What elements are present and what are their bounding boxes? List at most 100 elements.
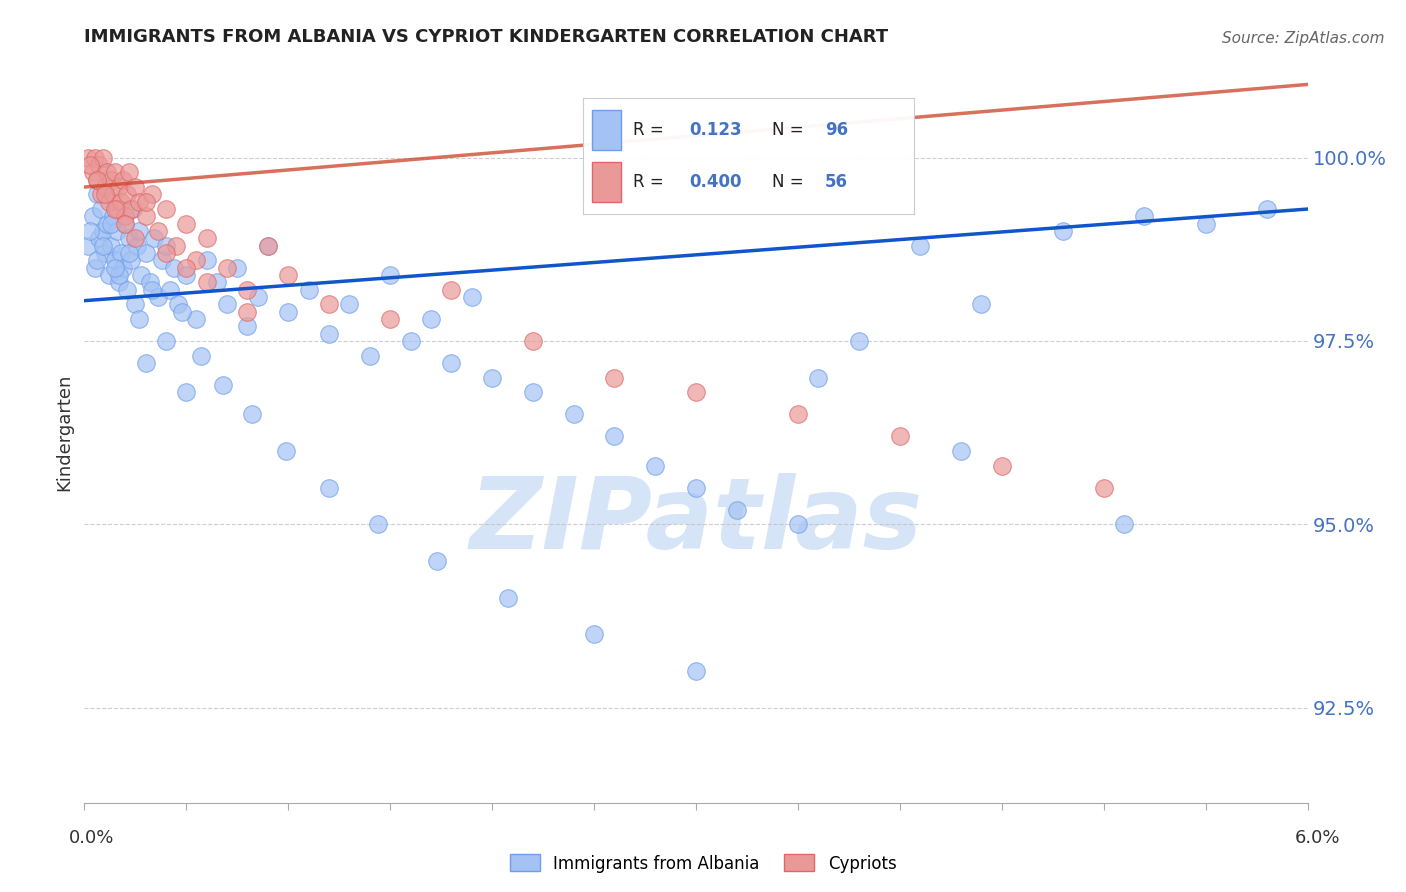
Point [101,210,124,224]
Point [93,187,115,202]
Point [110,194,132,209]
Point [108,180,131,194]
Point [603,429,626,443]
Point [86,187,108,202]
Point [128,224,150,238]
Point [583,627,606,641]
Point [131,268,153,282]
Point [105,202,128,216]
Point [399,334,422,348]
Text: 6.0%: 6.0% [1295,829,1340,847]
Point [644,458,666,473]
Text: ZIPatlas: ZIPatlas [470,473,922,570]
Point [142,231,165,245]
Point [104,165,127,179]
Point [101,187,124,202]
Point [236,319,259,334]
Text: IMMIGRANTS FROM ALBANIA VS CYPRIOT KINDERGARTEN CORRELATION CHART: IMMIGRANTS FROM ALBANIA VS CYPRIOT KINDE… [84,28,889,45]
Point [236,283,259,297]
Point [135,356,157,370]
Point [562,407,585,421]
Point [90,187,112,202]
Text: 0.400: 0.400 [689,173,742,191]
Point [115,283,138,297]
Point [96,165,118,179]
Point [128,194,150,209]
Text: 0.123: 0.123 [689,121,742,139]
Point [725,502,748,516]
Point [991,458,1014,473]
Point [108,276,131,290]
Point [257,238,280,252]
Point [104,202,127,216]
Point [83,260,105,275]
Point [87,231,110,245]
Point [155,246,177,260]
Point [318,326,340,341]
Point [367,517,389,532]
Point [685,385,707,400]
Point [1256,202,1278,216]
Point [205,276,228,290]
Point [135,246,157,260]
Point [217,297,239,311]
Point [212,378,235,392]
Point [105,224,128,238]
Text: N =: N = [772,121,803,139]
Point [970,297,993,311]
Point [115,187,138,202]
Point [138,276,160,290]
Point [124,180,146,194]
Point [1114,517,1136,532]
Point [318,297,340,311]
Point [380,268,402,282]
Point [100,172,122,186]
Point [77,151,100,165]
Point [318,481,340,495]
Point [787,407,810,421]
Point [440,283,463,297]
Point [359,349,381,363]
Point [79,158,101,172]
Point [100,238,122,252]
Point [86,172,108,186]
Point [226,260,249,275]
Point [104,253,127,268]
Text: 0.0%: 0.0% [69,829,114,847]
FancyBboxPatch shape [592,110,621,150]
Point [122,202,145,216]
Text: R =: R = [633,121,664,139]
Point [135,210,157,224]
Point [110,246,132,260]
Point [141,283,163,297]
Point [172,304,194,318]
Point [118,231,141,245]
Point [155,334,177,348]
Point [141,187,163,202]
Point [522,334,544,348]
Point [90,202,112,216]
Point [114,210,136,224]
Point [79,224,101,238]
Point [108,268,131,282]
Point [118,246,141,260]
Point [114,217,136,231]
Point [1052,224,1074,238]
Point [339,297,361,311]
Point [236,304,259,318]
FancyBboxPatch shape [592,162,621,202]
Point [807,370,830,384]
Point [82,165,104,179]
Point [120,253,142,268]
Point [124,297,146,311]
Point [83,151,105,165]
Point [603,370,626,384]
Point [97,194,120,209]
Point [86,172,108,186]
Point [380,312,402,326]
Text: 96: 96 [825,121,848,139]
Point [87,158,110,172]
Point [685,664,707,678]
Point [77,238,100,252]
Point [498,591,520,605]
